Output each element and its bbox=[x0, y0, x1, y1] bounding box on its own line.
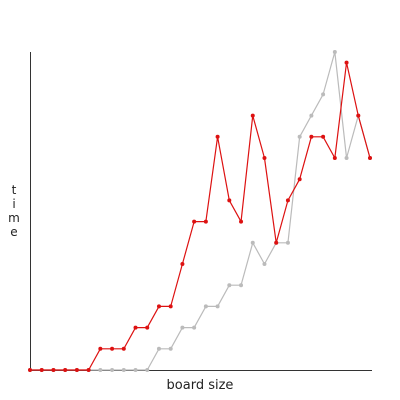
data-point bbox=[157, 347, 161, 351]
data-point bbox=[298, 135, 302, 139]
data-point bbox=[169, 304, 173, 308]
data-point bbox=[333, 50, 337, 54]
data-point bbox=[145, 326, 149, 330]
x-axis-label: board size bbox=[167, 378, 234, 393]
data-point bbox=[262, 156, 266, 160]
data-point bbox=[321, 135, 325, 139]
data-point bbox=[145, 368, 149, 372]
data-point bbox=[286, 198, 290, 202]
y-axis-label-letter: e bbox=[10, 225, 17, 239]
data-point bbox=[262, 262, 266, 266]
series-1 bbox=[28, 50, 372, 372]
data-point bbox=[40, 368, 44, 372]
data-point bbox=[216, 304, 220, 308]
data-point bbox=[356, 114, 360, 118]
data-point bbox=[180, 262, 184, 266]
data-point bbox=[368, 156, 372, 160]
data-point bbox=[192, 326, 196, 330]
data-point bbox=[227, 198, 231, 202]
data-point bbox=[192, 220, 196, 224]
data-point bbox=[98, 368, 102, 372]
data-point bbox=[87, 368, 91, 372]
data-point bbox=[204, 220, 208, 224]
data-point bbox=[110, 347, 114, 351]
data-point bbox=[134, 368, 138, 372]
data-point bbox=[28, 368, 32, 372]
data-point bbox=[122, 368, 126, 372]
data-point bbox=[345, 61, 349, 65]
series-0 bbox=[28, 61, 372, 372]
data-point bbox=[63, 368, 67, 372]
data-point bbox=[251, 241, 255, 245]
series-line bbox=[30, 63, 370, 370]
data-point bbox=[274, 241, 278, 245]
data-point bbox=[321, 92, 325, 96]
data-point bbox=[227, 283, 231, 287]
y-axis-label-letter: m bbox=[8, 211, 20, 225]
data-point bbox=[309, 114, 313, 118]
data-point bbox=[169, 347, 173, 351]
data-point bbox=[298, 177, 302, 181]
data-point bbox=[157, 304, 161, 308]
data-point bbox=[216, 135, 220, 139]
data-point bbox=[309, 135, 313, 139]
series-line bbox=[30, 52, 370, 370]
data-point bbox=[204, 304, 208, 308]
data-point bbox=[110, 368, 114, 372]
data-point bbox=[75, 368, 79, 372]
data-point bbox=[345, 156, 349, 160]
series-group bbox=[28, 50, 372, 372]
data-point bbox=[239, 283, 243, 287]
data-point bbox=[286, 241, 290, 245]
y-axis-label-letter: t bbox=[12, 183, 17, 197]
data-point bbox=[239, 220, 243, 224]
data-point bbox=[251, 114, 255, 118]
data-point bbox=[122, 347, 126, 351]
data-point bbox=[98, 347, 102, 351]
data-point bbox=[180, 326, 184, 330]
data-point bbox=[51, 368, 55, 372]
data-point bbox=[134, 326, 138, 330]
y-axis-label-letter: i bbox=[12, 197, 15, 211]
data-point bbox=[333, 156, 337, 160]
